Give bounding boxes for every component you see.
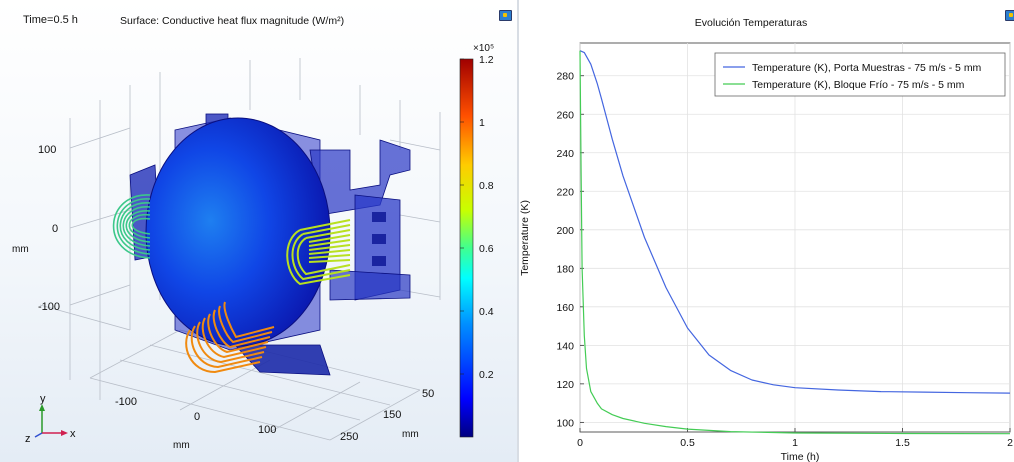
y-tick-label: 180	[556, 263, 574, 275]
y-tick-label: 140	[556, 340, 574, 352]
y-axis-label: Temperature (K)	[519, 200, 531, 276]
colorbar-tick-label: 0.4	[479, 306, 494, 318]
time-label: Time=0.5 h	[23, 14, 78, 26]
svg-text:y: y	[40, 393, 46, 405]
chart-title: Evolución Temperaturas	[695, 17, 807, 29]
y-tick-label: 120	[556, 379, 574, 391]
x-tick-label: 1.5	[895, 437, 910, 449]
colorbar-tick-label: 0.2	[479, 369, 494, 381]
x-tick-label: -100	[115, 396, 137, 408]
sample-disk	[145, 117, 331, 347]
coil-bottom	[185, 301, 275, 374]
x-axis-unit: mm	[173, 440, 190, 451]
legend-label-bloque-frio: Temperature (K), Bloque Frío - 75 m/s - …	[752, 79, 965, 91]
y-tick-label: 220	[556, 186, 574, 198]
x-tick-label: 0	[194, 411, 200, 423]
y-tick-label: 0	[52, 223, 58, 235]
y-tick-label: 280	[556, 71, 574, 83]
coil-left	[112, 194, 151, 259]
z-tick-label: 50	[422, 388, 434, 400]
svg-text:z: z	[25, 433, 31, 445]
colorbar-tick-label: 0.8	[479, 180, 494, 192]
z-tick-label: 150	[383, 409, 401, 421]
series-line-bloque-frio	[579, 50, 1011, 435]
panel-divider	[517, 0, 519, 462]
axis-triad: y x z	[25, 393, 76, 445]
svg-text:x: x	[70, 428, 76, 440]
colorbar: ×10⁵ 1.2 1 0.8 0.6 0.4 0.2	[459, 43, 494, 438]
x-tick-label: 1	[792, 437, 798, 449]
temperature-chart-panel[interactable]: Evolución Temperaturas 100 120 140 160 180 20…	[519, 0, 1014, 462]
z-axis-unit: mm	[402, 429, 419, 440]
x-axis-label: Time (h)	[781, 451, 820, 462]
colorbar-tick-label: 0.6	[479, 243, 494, 255]
colorbar-tick-label: 1	[479, 117, 485, 129]
model-3d-view[interactable]: 100 0 -100 mm -100 0 100 200 250 mm 50 1…	[0, 0, 517, 462]
colorbar-multiplier: ×10⁵	[473, 43, 494, 54]
coil-right	[286, 219, 351, 286]
y-tick-label: 100	[38, 144, 56, 156]
legend: Temperature (K), Porta Muestras - 75 m/s…	[714, 52, 1006, 97]
y-tick-label: 240	[556, 148, 574, 160]
snapshot-icon[interactable]	[499, 10, 512, 21]
x-tick-label: 0.5	[680, 437, 695, 449]
series-line-porta-muestras	[579, 50, 1011, 394]
x-tick-label: 250	[340, 431, 358, 443]
y-axis-unit: mm	[12, 244, 29, 255]
y-tick-label: 160	[556, 302, 574, 314]
temperature-chart[interactable]: Evolución Temperaturas 10012014016018020…	[519, 0, 1014, 462]
snapshot-icon[interactable]	[1005, 10, 1014, 21]
legend-label-porta-muestras: Temperature (K), Porta Muestras - 75 m/s…	[752, 62, 982, 74]
x-tick-label: 100	[258, 424, 276, 436]
y-tick-label: 260	[556, 109, 574, 121]
y-tick-label: 100	[556, 417, 574, 429]
surface-plot-panel[interactable]: Time=0.5 h Surface: Conductive heat flux…	[0, 0, 517, 462]
x-tick-label: 2	[1007, 437, 1013, 449]
x-tick-label: 0	[577, 437, 583, 449]
y-tick-label: -100	[38, 301, 60, 313]
surface-plot-title: Surface: Conductive heat flux magnitude …	[120, 15, 345, 27]
y-tick-label: 200	[556, 225, 574, 237]
colorbar-tick-label: 1.2	[479, 54, 494, 66]
